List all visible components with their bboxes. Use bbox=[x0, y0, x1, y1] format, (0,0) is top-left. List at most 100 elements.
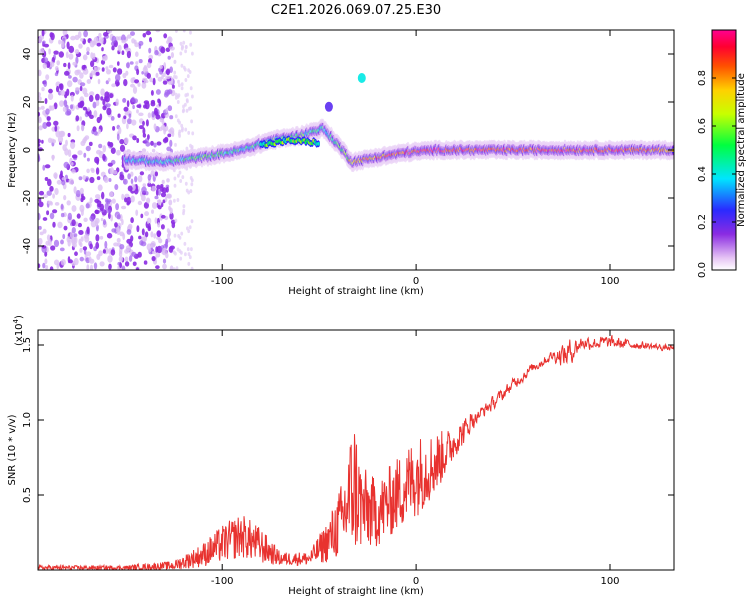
noise-blob bbox=[96, 149, 102, 155]
noise-blob bbox=[47, 178, 52, 187]
noise-blob bbox=[99, 235, 104, 240]
noise-blob bbox=[160, 46, 166, 54]
isolated-blob bbox=[357, 73, 366, 83]
noise-blob bbox=[116, 149, 121, 156]
noise-blob bbox=[179, 256, 183, 261]
noise-blob bbox=[95, 93, 100, 101]
noise-blob bbox=[53, 120, 59, 126]
noise-blob bbox=[103, 32, 109, 37]
noise-blob bbox=[95, 234, 100, 242]
noise-blob bbox=[118, 267, 123, 270]
noise-blob bbox=[191, 131, 195, 136]
noise-blob bbox=[122, 98, 127, 103]
snr-scale-exp: 4 bbox=[12, 318, 20, 323]
noise-blob bbox=[69, 231, 74, 239]
noise-blob bbox=[63, 161, 70, 169]
noise-blob bbox=[108, 263, 112, 270]
noise-blob bbox=[137, 175, 143, 183]
noise-blob bbox=[67, 62, 71, 70]
noise-blob bbox=[180, 250, 183, 255]
noise-blob bbox=[191, 51, 194, 56]
noise-blob bbox=[86, 46, 90, 53]
noise-blob bbox=[93, 262, 98, 270]
noise-blob bbox=[48, 92, 54, 100]
noise-blob bbox=[71, 227, 76, 234]
noise-blob bbox=[190, 182, 194, 187]
noise-blob bbox=[169, 212, 174, 220]
noise-blob bbox=[61, 179, 66, 186]
noise-blob bbox=[49, 61, 55, 68]
noise-blob bbox=[83, 217, 88, 222]
noise-blob bbox=[141, 71, 145, 75]
noise-blob bbox=[92, 101, 97, 109]
noise-blob bbox=[54, 66, 59, 71]
noise-blob bbox=[38, 138, 41, 144]
noise-blob bbox=[160, 192, 167, 198]
noise-blob bbox=[189, 86, 193, 91]
noise-blob bbox=[61, 40, 65, 48]
colorbar-tick-label: 0.0 bbox=[697, 262, 708, 278]
noise-blob bbox=[121, 218, 124, 226]
noise-blob bbox=[76, 69, 81, 74]
noise-blob bbox=[78, 230, 84, 235]
noise-blob bbox=[147, 134, 150, 140]
noise-blob bbox=[138, 43, 142, 49]
noise-blob bbox=[128, 113, 132, 118]
noise-blob bbox=[42, 122, 48, 129]
noise-blob bbox=[134, 79, 140, 84]
spectrogram-heat-layer bbox=[38, 30, 674, 270]
noise-blob bbox=[60, 239, 64, 245]
noise-blob bbox=[102, 98, 106, 106]
noise-blob bbox=[162, 263, 167, 270]
noise-blob bbox=[63, 62, 67, 68]
noise-blob bbox=[43, 57, 49, 64]
noise-blob bbox=[171, 222, 176, 229]
noise-blob bbox=[86, 79, 92, 84]
noise-blob bbox=[145, 141, 151, 147]
noise-blob bbox=[157, 199, 162, 206]
noise-blob bbox=[166, 178, 170, 183]
noise-blob bbox=[155, 30, 161, 33]
noise-blob bbox=[50, 245, 56, 251]
noise-blob bbox=[92, 52, 96, 60]
noise-blob bbox=[125, 62, 130, 69]
noise-blob bbox=[184, 252, 187, 257]
noise-blob bbox=[47, 239, 52, 246]
noise-blob bbox=[58, 51, 64, 58]
noise-blob bbox=[38, 197, 42, 203]
noise-blob bbox=[176, 118, 180, 123]
noise-blob bbox=[68, 75, 72, 79]
noise-blob bbox=[49, 266, 54, 270]
noise-blob bbox=[155, 265, 160, 269]
noise-blob bbox=[135, 61, 139, 65]
noise-blob bbox=[187, 190, 191, 195]
y-tick-label: 20 bbox=[22, 96, 33, 109]
snr-panel: -100 0 100 0.5 1.0 1.5 Height of straight lin… bbox=[7, 315, 675, 597]
noise-blob bbox=[75, 115, 80, 122]
noise-blob bbox=[83, 152, 87, 158]
noise-blob bbox=[95, 100, 100, 107]
noise-blob bbox=[38, 37, 42, 44]
noise-blob bbox=[169, 66, 173, 73]
noise-blob bbox=[78, 43, 83, 49]
noise-blob bbox=[137, 200, 143, 206]
noise-blob bbox=[178, 83, 181, 88]
noise-blob bbox=[127, 223, 133, 230]
snr-ticks: -100 0 100 0.5 1.0 1.5 bbox=[22, 330, 674, 587]
noise-blob bbox=[155, 188, 159, 196]
noise-blob bbox=[138, 235, 142, 240]
noise-blob bbox=[183, 241, 187, 246]
noise-blob bbox=[98, 143, 103, 149]
noise-blob bbox=[38, 190, 45, 196]
noise-blob bbox=[80, 124, 85, 132]
noise-blob bbox=[79, 85, 83, 92]
noise-blob bbox=[86, 264, 90, 270]
noise-blob bbox=[112, 170, 118, 175]
noise-blob bbox=[117, 68, 123, 75]
noise-blob bbox=[160, 124, 166, 131]
noise-blob bbox=[190, 247, 193, 252]
noise-blob bbox=[79, 204, 85, 213]
noise-blob bbox=[107, 162, 113, 167]
noise-blob bbox=[60, 170, 63, 177]
noise-blob bbox=[62, 106, 67, 112]
